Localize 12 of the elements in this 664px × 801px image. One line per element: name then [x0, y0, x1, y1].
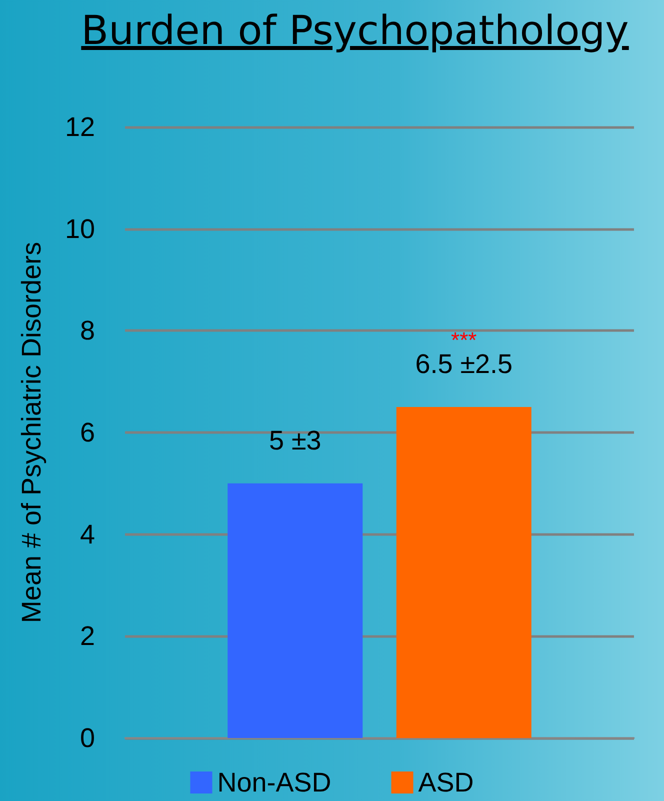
data-label: 5 ±3	[268, 425, 322, 456]
y-tick-label: 10	[64, 214, 95, 244]
legend-label: ASD	[418, 768, 474, 798]
y-tick-label: 6	[80, 418, 95, 448]
y-axis-title: Mean # of Psychiatric Disorders	[16, 242, 46, 624]
y-tick-label: 0	[80, 723, 95, 753]
y-tick-label: 8	[80, 316, 95, 346]
y-tick-label: 2	[80, 621, 95, 652]
y-tick-label: 12	[64, 112, 95, 142]
legend-label: Non-ASD	[217, 768, 332, 798]
y-tick-label: 4	[80, 519, 95, 550]
chart-title: Burden of Psychopathology	[80, 8, 630, 54]
